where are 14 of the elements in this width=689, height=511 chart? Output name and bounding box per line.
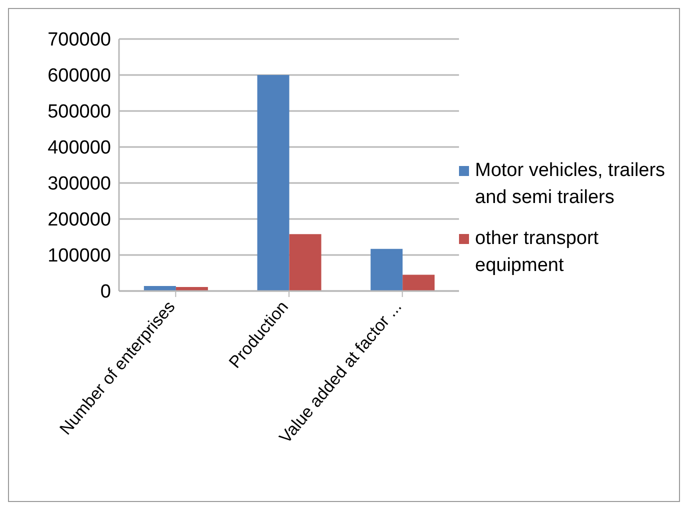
- bar: [257, 75, 290, 291]
- y-tick-label: 200000: [48, 210, 111, 231]
- legend-label: Motor vehicles, trailers and semi trailers: [475, 159, 666, 210]
- y-tick-label: 100000: [48, 246, 111, 267]
- y-tick-label: 300000: [48, 174, 111, 195]
- y-tick-label: 500000: [48, 102, 111, 123]
- y-tick-label: 600000: [48, 66, 111, 87]
- y-tick-label: 0: [100, 282, 111, 303]
- y-tick-label: 400000: [48, 138, 111, 159]
- bar: [289, 234, 322, 291]
- bar: [402, 274, 435, 291]
- legend-label: other transport equipment: [475, 227, 600, 278]
- bar: [370, 248, 403, 291]
- y-tick-label: 700000: [48, 30, 111, 51]
